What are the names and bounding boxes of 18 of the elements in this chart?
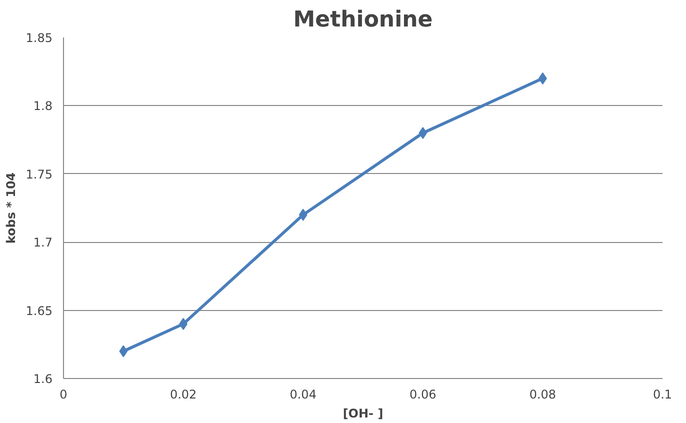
point — [418, 126, 428, 139]
y-tick-label: 1.85 — [26, 31, 52, 45]
chart-title: Methionine — [293, 8, 433, 32]
y-tick-label: 1.8 — [33, 99, 53, 114]
y-tick-label: 1.7 — [33, 236, 53, 250]
x-tick-label: 0.06 — [410, 388, 436, 402]
x-axis-title: [OH- ] — [342, 406, 384, 420]
point — [298, 208, 308, 221]
point — [119, 345, 128, 358]
y-tick-label: 1.6 — [33, 372, 53, 386]
x-tick-label: 0.02 — [170, 388, 197, 402]
y-axis-title: kobs * 104 — [4, 172, 18, 244]
x-tick-label: 0.04 — [290, 388, 316, 402]
y-tick-label: 1.65 — [26, 304, 52, 318]
x-tick-label: 0.1 — [652, 388, 672, 402]
y-tick-label: 1.75 — [26, 167, 52, 182]
x-tick-label: 0.08 — [529, 388, 556, 402]
x-tick-label: 0 — [60, 388, 68, 402]
